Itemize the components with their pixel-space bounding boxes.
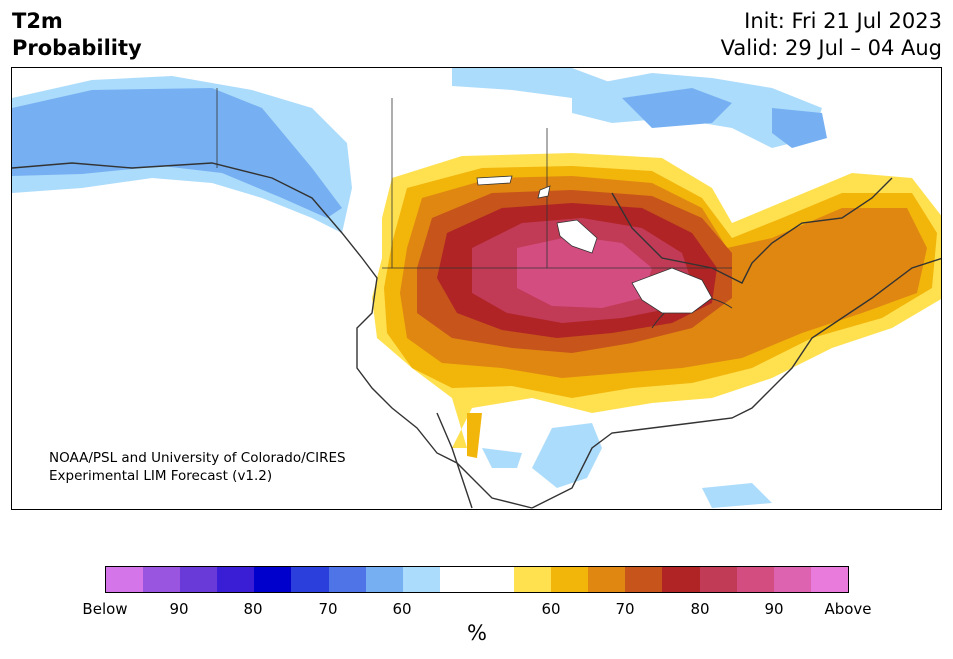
color-bar-tick-label: 80 bbox=[690, 600, 710, 618]
color-bar-segment bbox=[625, 567, 663, 592]
credit-line-2: Experimental LIM Forecast (v1.2) bbox=[49, 468, 273, 484]
color-bar-unit: % bbox=[467, 621, 487, 645]
color-bar-segment bbox=[365, 567, 403, 592]
color-bar-tick-label: 60 bbox=[541, 600, 561, 618]
color-bar-tick-label: 80 bbox=[243, 600, 263, 618]
geographic-outlines bbox=[12, 88, 941, 509]
color-bar-ticks: Below 90 80 70 60 60 70 80 90 Above bbox=[0, 600, 953, 620]
color-bar bbox=[105, 566, 849, 593]
color-bar-segment bbox=[514, 567, 552, 592]
color-bar-segment bbox=[180, 567, 218, 592]
color-bar-tick-label: Below bbox=[82, 600, 128, 618]
color-bar-segment bbox=[736, 567, 774, 592]
color-bar-tick-label: 90 bbox=[169, 600, 189, 618]
color-bar-segment bbox=[699, 567, 737, 592]
color-bar-segment bbox=[328, 567, 366, 592]
probability-map bbox=[12, 68, 941, 509]
color-bar-segment bbox=[402, 567, 440, 592]
inland-water bbox=[476, 175, 713, 314]
credit-line-1: NOAA/PSL and University of Colorado/CIRE… bbox=[49, 450, 346, 466]
color-bar-segment bbox=[476, 567, 515, 592]
forecast-credit: NOAA/PSL and University of Colorado/CIRE… bbox=[49, 449, 346, 485]
color-bar-segment bbox=[439, 567, 477, 592]
color-bar-segment bbox=[662, 567, 700, 592]
forecast-dates: Init: Fri 21 Jul 2023 Valid: 29 Jul – 04… bbox=[721, 8, 942, 62]
color-bar-tick-label: 60 bbox=[392, 600, 412, 618]
color-bar-tick-label: 90 bbox=[764, 600, 784, 618]
map-title: T2m Probability bbox=[12, 8, 142, 62]
map-panel bbox=[11, 67, 942, 510]
color-bar-segment bbox=[551, 567, 589, 592]
title-line-1: T2m bbox=[12, 9, 63, 33]
color-bar-tick-label: Above bbox=[824, 600, 872, 618]
title-line-2: Probability bbox=[12, 36, 142, 60]
valid-range: Valid: 29 Jul – 04 Aug bbox=[720, 36, 942, 60]
color-bar-segment bbox=[106, 567, 144, 592]
color-bar-segment bbox=[588, 567, 626, 592]
color-bar-segment bbox=[773, 567, 811, 592]
color-bar-segment bbox=[291, 567, 329, 592]
color-bar-segment bbox=[810, 567, 848, 592]
color-bar-segment bbox=[217, 567, 255, 592]
color-bar-segment bbox=[254, 567, 292, 592]
color-bar-tick-label: 70 bbox=[615, 600, 635, 618]
init-date: Init: Fri 21 Jul 2023 bbox=[744, 9, 942, 33]
below-normal-shading bbox=[12, 68, 827, 508]
color-bar-segment bbox=[143, 567, 181, 592]
color-bar-tick-label: 70 bbox=[318, 600, 338, 618]
